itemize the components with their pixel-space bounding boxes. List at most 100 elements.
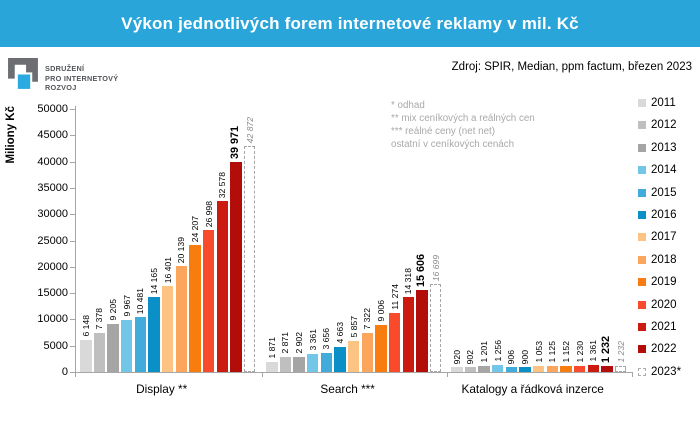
y-tick-label: 10000 bbox=[37, 313, 68, 326]
value-label-2013-display: 9 205 bbox=[108, 299, 119, 321]
value-label-2021-display: 32 578 bbox=[217, 171, 228, 198]
y-tick-label: 35000 bbox=[37, 181, 68, 194]
legend-swatch-2023 bbox=[638, 367, 646, 376]
value-label-2014-display: 9 967 bbox=[121, 295, 132, 317]
legend-label-2022: 2022 bbox=[651, 343, 677, 356]
legend-swatch-2022 bbox=[638, 345, 646, 354]
footnote-line-2: ** mix ceníkových a reálných cen bbox=[391, 113, 535, 124]
bar-2017-katalogy bbox=[532, 366, 545, 372]
bar-2013-katalogy bbox=[478, 366, 490, 372]
bar-2019-katalogy bbox=[560, 366, 572, 372]
legend-item-2023: 2023* bbox=[638, 366, 681, 378]
legend-label-2021: 2021 bbox=[651, 321, 677, 333]
legend-label-2019: 2019 bbox=[651, 276, 677, 289]
y-tick-mark bbox=[70, 135, 75, 137]
bar-2013-display bbox=[107, 324, 119, 372]
legend-item-2021: 2021 bbox=[638, 321, 677, 333]
logo-text: SDRUŽENÍ PRO INTERNETOVÝ ROZVOJ bbox=[45, 58, 118, 93]
spir-logo: SDRUŽENÍ PRO INTERNETOVÝ ROZVOJ bbox=[8, 58, 118, 93]
legend-label-2017: 2017 bbox=[651, 231, 677, 244]
y-tick-label: 5000 bbox=[43, 339, 68, 352]
footnote-line-4: ostatní v ceníkových cenách bbox=[391, 139, 515, 150]
value-label-2012-display: 7 378 bbox=[94, 308, 105, 330]
bar-2018-search bbox=[361, 333, 374, 372]
value-label-2015-katalogy: 906 bbox=[506, 349, 517, 364]
y-tick-mark bbox=[70, 319, 75, 321]
legend-item-2022: 2022 bbox=[638, 343, 677, 355]
y-axis-line bbox=[75, 106, 76, 373]
legend-item-2019: 2019 bbox=[638, 276, 677, 288]
y-tick-mark bbox=[70, 109, 75, 110]
value-label-2020-search: 11 274 bbox=[389, 284, 400, 310]
value-label-2019-display: 24 207 bbox=[189, 215, 200, 242]
bar-2019-search bbox=[375, 325, 387, 372]
value-label-2020-katalogy: 1 230 bbox=[574, 341, 585, 363]
x-axis-line bbox=[75, 372, 632, 373]
bar-2013-search bbox=[293, 357, 305, 372]
value-label-2013-katalogy: 1 201 bbox=[479, 341, 490, 363]
title-bar: Výkon jednotlivých forem internetové rek… bbox=[0, 0, 700, 47]
bar-2014-katalogy bbox=[491, 365, 504, 372]
y-tick-label: 50000 bbox=[37, 103, 68, 115]
value-label-2022-display: 39 971 bbox=[229, 125, 242, 159]
legend-swatch-2015 bbox=[638, 188, 646, 197]
value-label-2021-katalogy: 1 361 bbox=[588, 340, 599, 362]
y-tick-label: 45000 bbox=[37, 129, 68, 142]
value-label-2019-search: 9 006 bbox=[375, 300, 386, 322]
x-axis-boundary-tick bbox=[632, 372, 633, 377]
value-label-2015-display: 10 481 bbox=[135, 287, 146, 314]
bar-2022-display bbox=[230, 162, 242, 372]
legend-item-2016: 2016 bbox=[638, 209, 677, 221]
value-label-2017-search: 5 857 bbox=[348, 316, 359, 338]
legend-item-2014: 2014 bbox=[638, 164, 677, 176]
value-label-2014-katalogy: 1 256 bbox=[492, 340, 503, 362]
legend-item-2012: 2012 bbox=[638, 119, 677, 131]
legend-swatch-2017 bbox=[638, 233, 646, 242]
value-label-2023-search: 16 699 bbox=[430, 254, 441, 281]
bar-2016-katalogy bbox=[519, 367, 531, 372]
legend-item-2013: 2013 bbox=[638, 142, 677, 154]
bar-2022-search bbox=[416, 290, 428, 372]
bar-2011-display bbox=[80, 340, 92, 372]
bar-2020-katalogy bbox=[573, 366, 586, 372]
y-tick-mark bbox=[70, 345, 75, 347]
value-label-2011-search: 1 871 bbox=[266, 337, 277, 359]
legend-swatch-2011 bbox=[638, 99, 646, 107]
bar-2018-display bbox=[175, 266, 188, 372]
value-label-2021-search: 14 318 bbox=[403, 267, 414, 294]
y-tick-mark bbox=[70, 293, 75, 295]
bar-2012-search bbox=[279, 357, 292, 372]
x-axis-boundary-tick bbox=[447, 372, 448, 377]
value-label-2012-katalogy: 902 bbox=[465, 349, 476, 364]
value-label-2019-katalogy: 1 152 bbox=[560, 341, 571, 363]
x-axis-boundary-tick bbox=[75, 372, 76, 377]
bar-2021-display bbox=[216, 201, 228, 372]
legend-item-2017: 2017 bbox=[638, 231, 677, 243]
y-tick-label: 20000 bbox=[37, 260, 68, 273]
bar-2014-display bbox=[120, 320, 133, 372]
bar-2016-search bbox=[334, 347, 346, 372]
value-label-2018-search: 7 322 bbox=[362, 308, 373, 330]
legend-label-2015: 2015 bbox=[651, 186, 677, 199]
value-label-2018-katalogy: 1 125 bbox=[547, 341, 558, 363]
bar-2012-display bbox=[93, 333, 106, 372]
legend-item-2015: 2015 bbox=[638, 187, 677, 199]
value-label-2014-search: 3 361 bbox=[307, 329, 318, 351]
y-tick-label: 25000 bbox=[37, 234, 68, 247]
logo-line-3: ROZVOJ bbox=[45, 83, 77, 93]
footnote-line-3: *** reálné ceny (net net) bbox=[391, 126, 496, 137]
legend-swatch-2019 bbox=[638, 278, 646, 287]
source-note: Zdroj: SPIR, Median, ppm factum, březen … bbox=[451, 61, 692, 73]
spir-logo-icon bbox=[8, 58, 38, 91]
bar-2018-katalogy bbox=[546, 366, 559, 372]
legend-label-2011: 2011 bbox=[651, 97, 676, 109]
legend-item-2018: 2018 bbox=[638, 254, 677, 266]
bar-2014-search bbox=[306, 354, 319, 372]
value-label-2023-display: 42 872 bbox=[244, 116, 255, 143]
value-label-2013-search: 2 902 bbox=[294, 332, 305, 354]
legend-swatch-2014 bbox=[638, 166, 646, 175]
bar-2020-display bbox=[202, 230, 215, 372]
value-label-2022-katalogy: 1 232 bbox=[600, 335, 613, 363]
